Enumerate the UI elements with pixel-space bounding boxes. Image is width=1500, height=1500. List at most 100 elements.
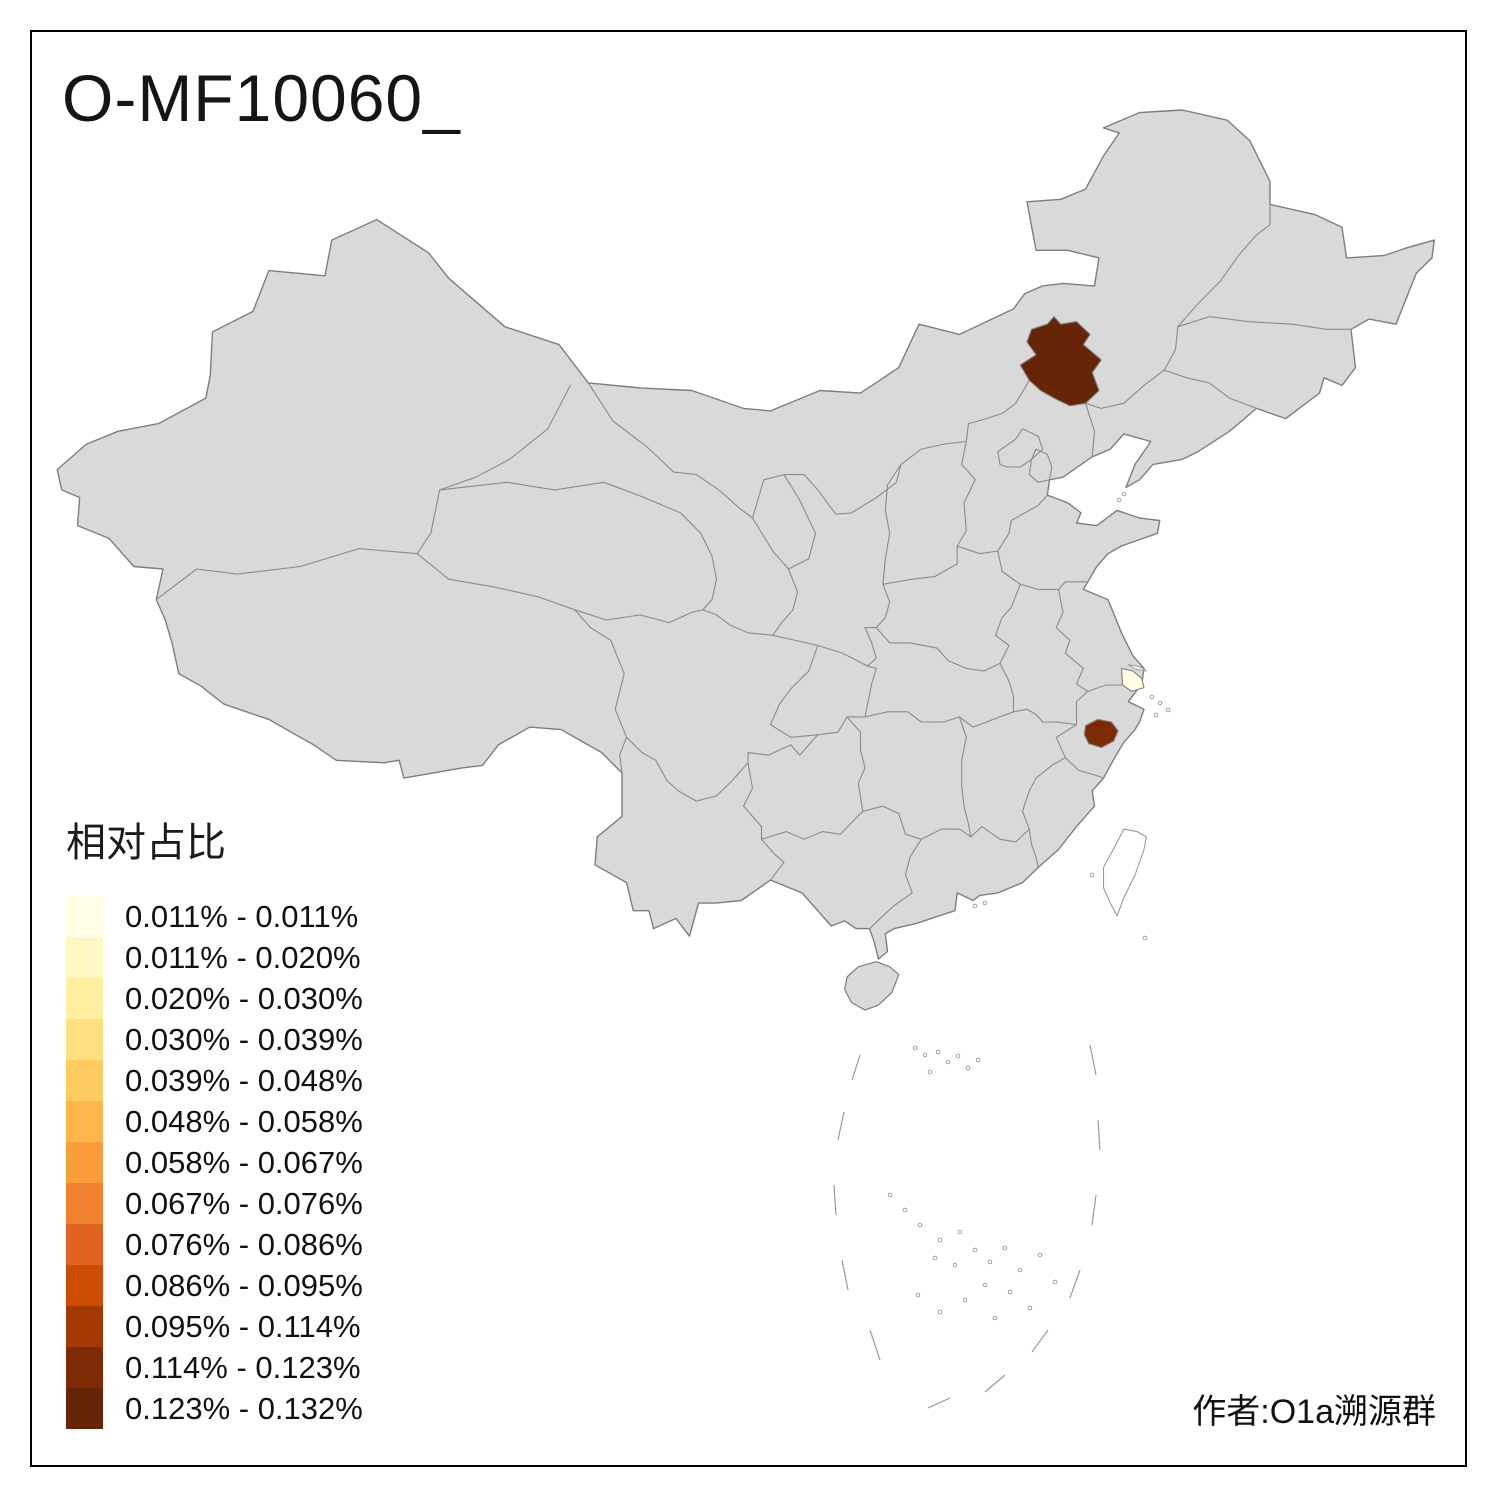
province-border: [760, 810, 864, 840]
small-island: [1142, 935, 1148, 941]
province-border: [760, 838, 785, 881]
legend-range-label: 0.086% - 0.095%: [125, 1267, 363, 1303]
legend-range-label: 0.020% - 0.030%: [125, 980, 363, 1016]
legend: 相对占比 0.011% - 0.011% 0.011% - 0.020% 0.020…: [66, 810, 363, 1429]
legend-row: 0.067% - 0.076%: [66, 1183, 363, 1224]
small-island: [937, 1237, 943, 1243]
province-border: [956, 545, 999, 555]
province-border: [862, 805, 972, 840]
province-border: [999, 662, 1078, 726]
mainland-region: [56, 109, 1435, 960]
province-border: [742, 762, 763, 840]
legend-row: 0.114% - 0.123%: [66, 1347, 363, 1388]
province-border: [751, 474, 817, 570]
province-border: [783, 379, 1030, 515]
province-border: [864, 583, 891, 667]
legend-row: 0.086% - 0.095%: [66, 1265, 363, 1306]
author-credit: 作者:O1a溯源群: [1192, 1393, 1436, 1431]
small-island: [972, 1247, 978, 1253]
legend-rows: 0.011% - 0.011% 0.011% - 0.020% 0.020% - 0…: [66, 896, 363, 1429]
province-border: [997, 428, 1044, 468]
small-island: [1037, 1252, 1043, 1258]
province-border: [864, 711, 1015, 728]
small-island: [935, 1049, 941, 1055]
legend-row: 0.058% - 0.067%: [66, 1142, 363, 1183]
province-border: [868, 838, 922, 930]
small-island: [1089, 872, 1095, 878]
small-island: [962, 1297, 968, 1303]
province-border: [1087, 684, 1123, 692]
small-island: [915, 1292, 921, 1298]
province-border: [625, 734, 819, 802]
legend-title: 相对占比: [66, 821, 226, 865]
yangtze-estuary-island: [1127, 664, 1147, 672]
legend-range-label: 0.123% - 0.132%: [125, 1390, 363, 1426]
legend-swatch: [66, 1101, 103, 1142]
legend-swatch: [66, 1306, 103, 1347]
legend-swatch: [66, 1388, 103, 1429]
legend-row: 0.048% - 0.058%: [66, 1101, 363, 1142]
nine-dash-line-segment: [1091, 1194, 1097, 1226]
small-island: [1157, 700, 1163, 706]
province-border: [997, 494, 1048, 552]
legend-swatch: [66, 978, 103, 1019]
province-border: [439, 481, 713, 557]
legend-range-label: 0.039% - 0.048%: [125, 1062, 363, 1098]
small-island: [917, 1222, 923, 1228]
legend-swatch: [66, 1347, 103, 1388]
hainan-region: [844, 961, 900, 1011]
small-island: [1149, 694, 1155, 700]
chart-title: O-MF10060_: [62, 61, 461, 135]
small-island: [1165, 707, 1171, 713]
small-island: [937, 1309, 943, 1315]
legend-row: 0.011% - 0.020%: [66, 937, 363, 978]
small-island: [955, 1053, 961, 1059]
province-border: [416, 384, 571, 555]
legend-swatch: [66, 937, 103, 978]
small-island: [945, 1059, 951, 1065]
small-island: [1052, 1279, 1058, 1285]
province-border: [587, 382, 754, 519]
choropleth-highlight-shanghai-area: [1120, 667, 1145, 692]
small-island: [932, 1255, 938, 1261]
legend-range-label: 0.076% - 0.086%: [125, 1226, 363, 1262]
province-border: [970, 757, 1066, 843]
province-border: [1055, 588, 1089, 692]
choropleth-highlight-northeast: [1019, 316, 1102, 407]
small-island: [1116, 497, 1122, 503]
small-island: [1017, 1267, 1023, 1273]
province-border: [956, 440, 976, 547]
legend-range-label: 0.058% - 0.067%: [125, 1144, 363, 1180]
small-island: [957, 1229, 963, 1235]
choropleth-highlight-east: [1083, 718, 1119, 749]
nine-dash-line-segment: [1069, 1269, 1081, 1299]
nine-dash-line-segment: [851, 1054, 861, 1081]
legend-swatch: [66, 1142, 103, 1183]
province-border: [882, 545, 958, 585]
small-island: [987, 1259, 993, 1265]
legend-swatch: [66, 1224, 103, 1265]
legend-row: 0.076% - 0.086%: [66, 1224, 363, 1265]
small-island: [887, 1192, 893, 1198]
province-border: [1084, 402, 1096, 458]
legend-range-label: 0.011% - 0.011%: [125, 898, 359, 934]
small-island: [992, 1315, 998, 1321]
province-border: [882, 463, 902, 585]
province-border: [994, 583, 1021, 664]
province-border: [1028, 448, 1053, 483]
legend-range-label: 0.011% - 0.020%: [125, 939, 361, 975]
legend-range-label: 0.095% - 0.114%: [125, 1308, 361, 1344]
province-border: [155, 548, 418, 601]
small-island: [982, 900, 988, 906]
legend-range-label: 0.067% - 0.076%: [125, 1185, 363, 1221]
small-island: [912, 1045, 918, 1051]
small-island: [1027, 1305, 1033, 1311]
small-island: [902, 1207, 908, 1213]
small-island: [922, 1052, 928, 1058]
legend-row: 0.020% - 0.030%: [66, 978, 363, 1019]
province-border: [875, 627, 1001, 672]
province-border: [1177, 316, 1352, 330]
small-island: [927, 1069, 933, 1075]
legend-swatch: [66, 1060, 103, 1101]
